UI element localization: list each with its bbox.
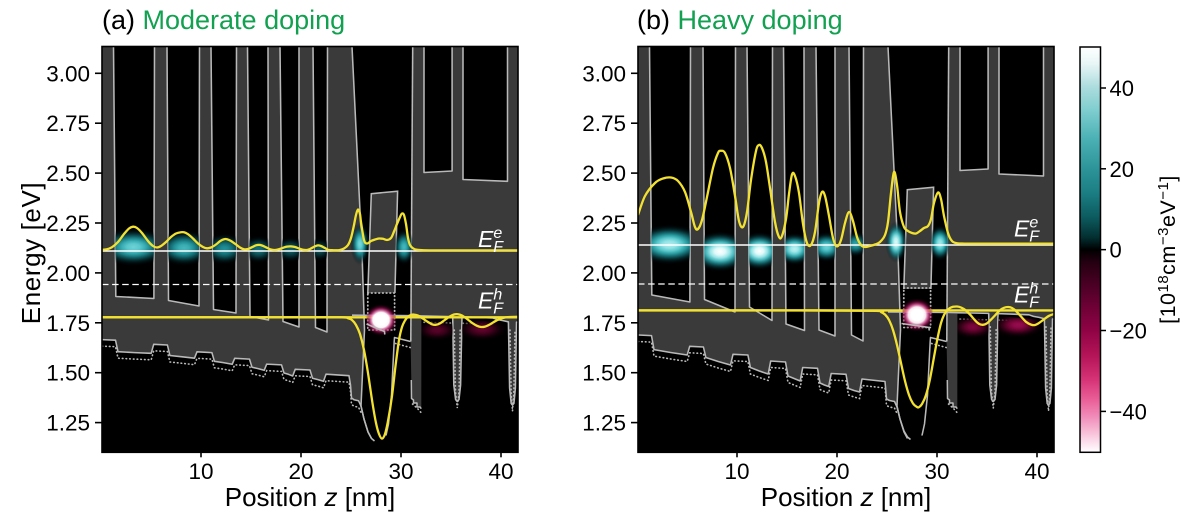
svg-text:EhF: Eh F (1014, 281, 1040, 312)
svg-text:−20: −20 (1110, 319, 1147, 344)
svg-text:20: 20 (1110, 157, 1134, 182)
svg-text:(b) Heavy doping: (b) Heavy doping (637, 5, 843, 35)
svg-text:EhF: Eh F (478, 287, 504, 318)
svg-text:2.50: 2.50 (46, 161, 90, 186)
svg-text:2.50: 2.50 (582, 161, 626, 186)
svg-text:30: 30 (388, 459, 413, 484)
svg-text:3.00: 3.00 (46, 61, 90, 86)
svg-text:0: 0 (1110, 238, 1122, 263)
svg-text:(a) Moderate doping: (a) Moderate doping (102, 5, 345, 35)
svg-text:40: 40 (488, 459, 513, 484)
svg-text:2.75: 2.75 (582, 111, 626, 136)
svg-text:EeF: Ee F (478, 225, 504, 256)
svg-text:2.00: 2.00 (582, 261, 626, 286)
svg-text:10: 10 (188, 459, 213, 484)
svg-text:10: 10 (724, 459, 749, 484)
svg-text:−40: −40 (1110, 399, 1147, 424)
svg-text:1.75: 1.75 (582, 311, 626, 336)
svg-text:[1018cm−3eV−1]: [1018cm−3eV−1] (1155, 175, 1180, 324)
svg-text:30: 30 (924, 459, 949, 484)
svg-text:20: 20 (824, 459, 849, 484)
svg-text:1.25: 1.25 (582, 411, 626, 436)
svg-text:1.50: 1.50 (46, 361, 90, 386)
svg-text:40: 40 (1024, 459, 1049, 484)
svg-text:2.75: 2.75 (46, 111, 90, 136)
svg-text:EeF: Ee F (1014, 215, 1040, 246)
svg-text:2.00: 2.00 (46, 261, 90, 286)
svg-text:40: 40 (1110, 76, 1134, 101)
svg-text:2.25: 2.25 (582, 211, 626, 236)
svg-text:Position z [nm]: Position z [nm] (761, 482, 932, 512)
svg-text:1.25: 1.25 (46, 411, 90, 436)
svg-text:Energy [eV]: Energy [eV] (16, 182, 46, 324)
svg-text:3.00: 3.00 (582, 61, 626, 86)
svg-text:2.25: 2.25 (46, 211, 90, 236)
svg-text:1.75: 1.75 (46, 311, 90, 336)
svg-text:1.50: 1.50 (582, 361, 626, 386)
svg-text:Position z [nm]: Position z [nm] (225, 482, 396, 512)
svg-text:20: 20 (288, 459, 313, 484)
